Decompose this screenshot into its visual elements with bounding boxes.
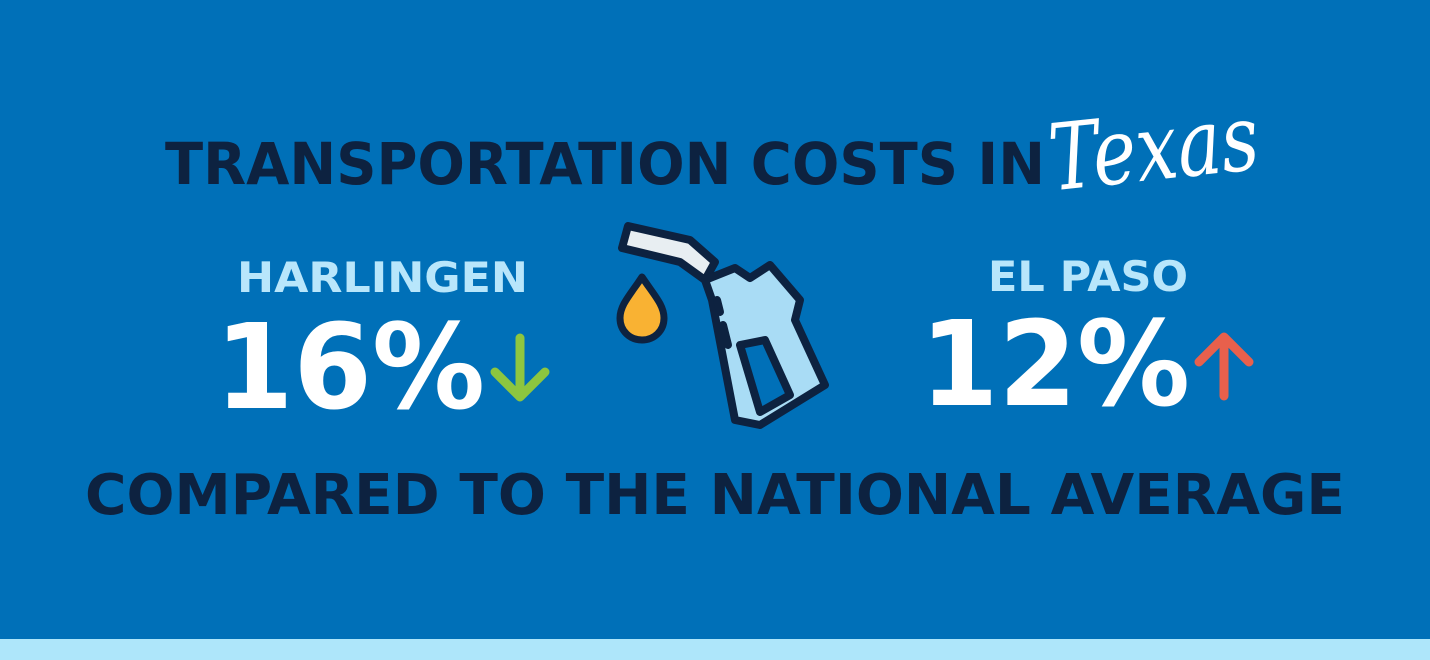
title-main: TRANSPORTATION COSTS IN (165, 130, 1045, 198)
value-el-paso: 12% (920, 295, 1190, 433)
bottom-strip (0, 639, 1430, 660)
city-label-el-paso: EL PASO (988, 252, 1188, 301)
subtitle: COMPARED TO THE NATIONAL AVERAGE (85, 463, 1345, 528)
arrow-down-icon (490, 333, 550, 402)
arrow-up-icon (1194, 332, 1254, 401)
fuel-drop-icon (616, 273, 668, 344)
fuel-pump-nozzle-icon (618, 222, 829, 429)
title-script: Texas (1044, 84, 1264, 212)
city-label-harlingen: HARLINGEN (237, 253, 528, 302)
value-harlingen: 16% (215, 298, 485, 436)
